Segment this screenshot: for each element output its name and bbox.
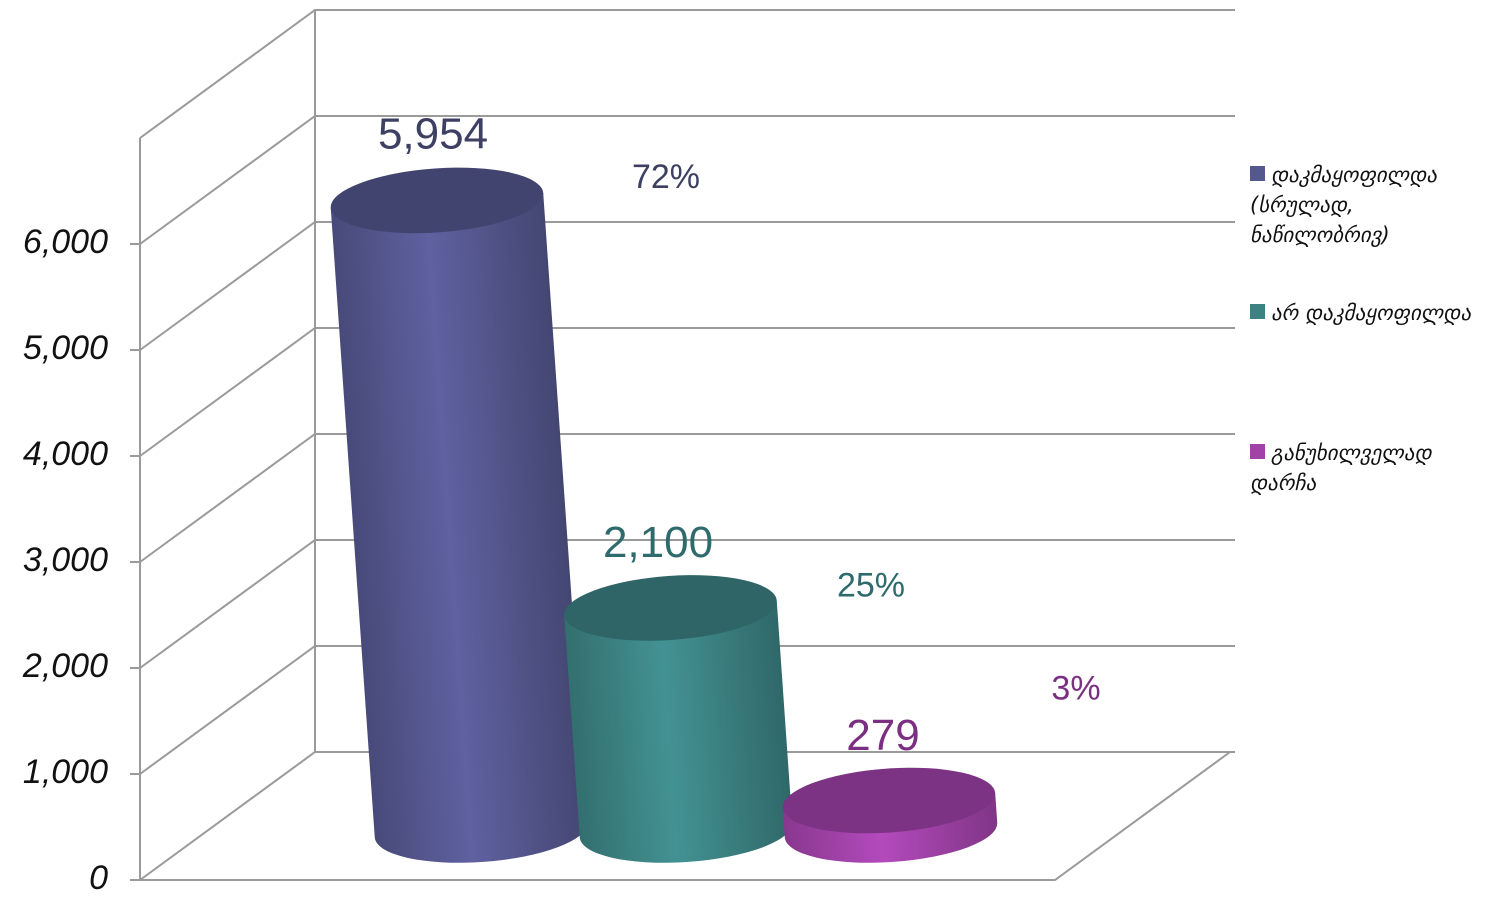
grid-line bbox=[139, 539, 1235, 669]
value-label: 2,100 bbox=[603, 518, 713, 567]
legend-entry: არ დაკმაყოფილდა bbox=[1250, 298, 1500, 328]
wall-top bbox=[139, 9, 1235, 139]
legend-swatch bbox=[1250, 444, 1265, 459]
grid-line bbox=[139, 327, 1235, 457]
bar-top bbox=[330, 167, 544, 234]
bar-top bbox=[782, 767, 996, 834]
value-label: 5,954 bbox=[378, 110, 488, 159]
bar-top bbox=[564, 575, 777, 641]
cylinder bbox=[564, 575, 793, 863]
y-tick-label: 6,000 bbox=[23, 223, 108, 261]
y-tick-label: 0 bbox=[89, 859, 108, 897]
legend-label: დაკმაყოფილდა (სრულად, ნაწილობრივ) bbox=[1250, 163, 1437, 247]
cylinder bbox=[330, 167, 588, 863]
legend-label: არ დაკმაყოფილდა bbox=[1271, 301, 1472, 325]
y-tick-label: 2,000 bbox=[22, 647, 108, 685]
grid-line bbox=[139, 221, 1235, 351]
legend-swatch bbox=[1250, 304, 1265, 319]
grid-line bbox=[139, 115, 1235, 245]
legend-entry: დაკმაყოფილდა (სრულად, ნაწილობრივ) bbox=[1250, 160, 1500, 250]
y-tick-label: 1,000 bbox=[23, 753, 108, 791]
bar bbox=[330, 192, 588, 863]
bar bbox=[564, 600, 793, 863]
share-label: 3% bbox=[1051, 669, 1100, 707]
legend-swatch bbox=[1250, 166, 1265, 181]
y-tick-label: 3,000 bbox=[23, 541, 108, 579]
y-tick-label: 5,000 bbox=[23, 329, 108, 367]
cylinder bbox=[782, 767, 998, 863]
grid-line bbox=[139, 433, 1235, 563]
grid-line bbox=[139, 751, 1235, 881]
share-label: 25% bbox=[837, 566, 905, 604]
value-label: 279 bbox=[846, 711, 919, 760]
share-label: 72% bbox=[632, 158, 700, 196]
axis-frame bbox=[139, 138, 1231, 881]
y-tick-label: 4,000 bbox=[23, 435, 108, 473]
legend-label: განუხილველად დარჩა bbox=[1250, 441, 1432, 495]
grid-line bbox=[139, 645, 1235, 775]
legend-entry: განუხილველად დარჩა bbox=[1250, 438, 1500, 498]
